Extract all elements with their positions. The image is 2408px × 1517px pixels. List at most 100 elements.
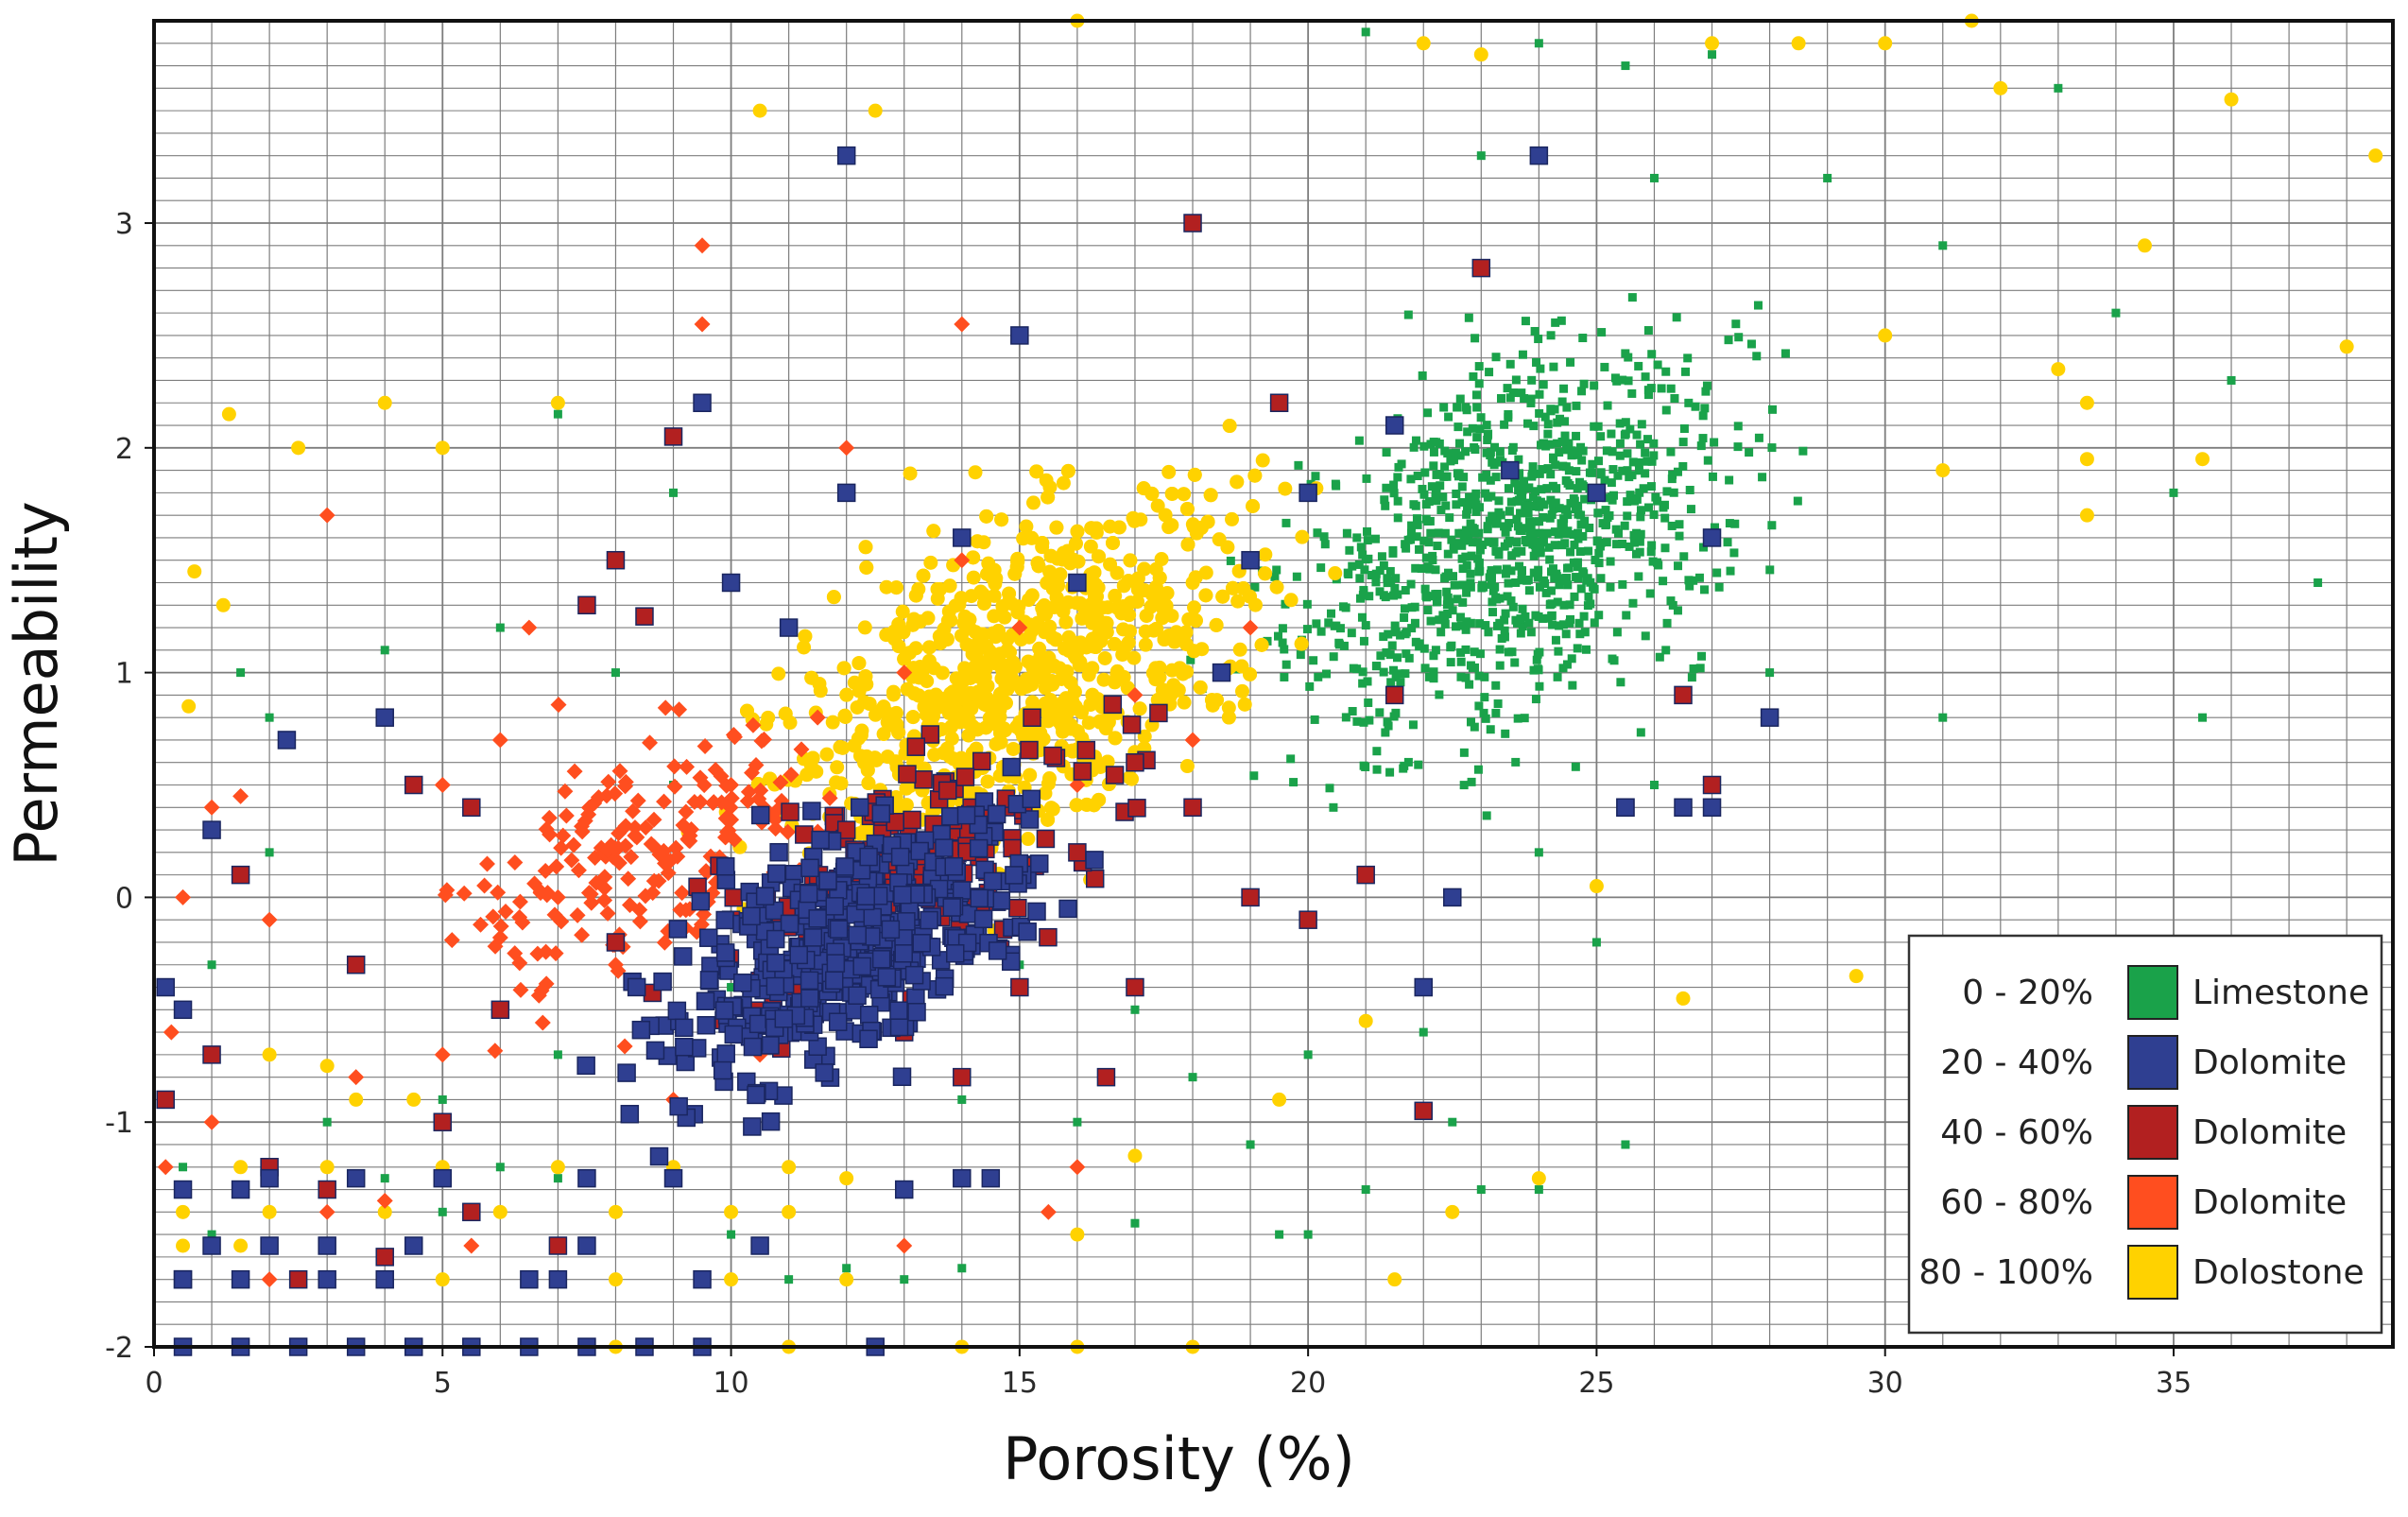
limestone-point <box>1505 536 1514 545</box>
limestone-point <box>1511 757 1521 767</box>
dolomite-diamond-point <box>318 1203 335 1220</box>
limestone-point <box>1493 699 1503 709</box>
dolomite-diamond-point <box>550 697 567 714</box>
dolomite-square-point <box>675 1037 694 1057</box>
dolostone-point <box>963 670 978 685</box>
limestone-point <box>2198 713 2208 722</box>
dolomite-square-point <box>1020 740 1039 760</box>
dolomite-diamond-point <box>261 911 278 928</box>
dolostone-point <box>943 612 958 628</box>
limestone-point <box>1938 713 1948 722</box>
dolostone-point <box>857 620 872 635</box>
dolomite-square-point <box>1043 746 1062 766</box>
limestone-point <box>1348 561 1357 571</box>
dolostone-point <box>944 699 959 715</box>
dolostone-point <box>1108 588 1123 603</box>
dolomite-square-point <box>691 891 711 911</box>
limestone-point <box>1600 362 1609 371</box>
dolomite-diamond-point <box>553 839 570 856</box>
limestone-point <box>1622 611 1631 620</box>
dolostone-point <box>1272 1092 1287 1107</box>
dolomite-diamond-point <box>318 507 335 524</box>
dolomite-diamond-point <box>705 794 722 811</box>
dolostone-point <box>1007 659 1023 674</box>
dolostone-point <box>868 750 883 766</box>
dolostone-point <box>861 776 876 791</box>
dolomite-diamond-point <box>485 908 502 925</box>
dolostone-point <box>1358 1013 1373 1028</box>
dolomite-square-point <box>1002 757 1022 777</box>
limestone-point <box>1574 501 1583 510</box>
limestone-point <box>1618 539 1627 548</box>
limestone-point <box>1558 461 1568 471</box>
limestone-point <box>1400 613 1409 623</box>
limestone-point <box>1596 432 1606 441</box>
limestone-point <box>1440 462 1450 472</box>
limestone-point <box>1390 583 1400 593</box>
limestone-point <box>2111 308 2121 318</box>
dolomite-square-point <box>697 1016 716 1035</box>
limestone-point <box>1608 495 1617 505</box>
limestone-point <box>1563 580 1573 590</box>
dolomite-square-point <box>808 909 827 928</box>
dolostone-point <box>1791 36 1806 51</box>
limestone-point <box>1725 519 1734 528</box>
dolomite-diamond-point <box>660 865 677 882</box>
dolomite-diamond-point <box>767 820 784 837</box>
limestone-point <box>1666 596 1676 606</box>
dolostone-point <box>1161 464 1177 479</box>
dolomite-square-point <box>576 1056 595 1076</box>
limestone-point <box>1339 641 1349 650</box>
dolostone-point <box>1236 581 1251 596</box>
limestone-point <box>1444 568 1453 577</box>
dolomite-square-point <box>1299 483 1317 503</box>
limestone-point <box>1534 335 1543 344</box>
limestone-point <box>1767 443 1777 453</box>
dolomite-square-point <box>202 1236 221 1255</box>
limestone-point <box>1529 551 1539 560</box>
dolomite-diamond-point <box>745 716 762 733</box>
dolostone-point <box>377 395 392 410</box>
limestone-point <box>1591 938 1601 947</box>
dolomite-diamond-point <box>694 237 711 254</box>
dolomite-square-point <box>893 886 912 905</box>
dolomite-square-point <box>903 810 921 830</box>
dolostone-point <box>1204 693 1219 708</box>
limestone-point <box>1461 526 1471 535</box>
limestone-point <box>1553 672 1562 681</box>
dolomite-diamond-point <box>694 316 711 333</box>
limestone-point <box>1516 629 1525 638</box>
dolomite-square-point <box>920 725 940 744</box>
limestone-point <box>1420 468 1430 477</box>
dolostone-point <box>1065 744 1080 759</box>
limestone-point <box>1534 848 1543 857</box>
dolomite-square-point <box>987 804 1006 824</box>
limestone-point <box>1591 556 1600 565</box>
limestone-point <box>1484 429 1493 439</box>
limestone-point <box>1511 375 1521 385</box>
limestone-point <box>1435 690 1444 699</box>
dolostone-point <box>1166 678 1181 693</box>
dolomite-diamond-point <box>487 938 504 955</box>
dolomite-diamond-point <box>896 1237 913 1254</box>
dolostone-point <box>1053 598 1068 613</box>
limestone-point <box>1391 574 1401 583</box>
dolostone-point <box>1283 593 1299 608</box>
limestone-point <box>1448 572 1457 581</box>
dolostone-point <box>1849 969 1864 984</box>
limestone-point <box>1566 547 1575 557</box>
dolomite-square-point <box>904 965 924 985</box>
limestone-point <box>1411 436 1420 445</box>
dolomite-square-point <box>1036 829 1056 849</box>
dolomite-diamond-point <box>563 852 580 869</box>
dolostone-point <box>181 698 197 714</box>
dolostone-point <box>1097 650 1112 665</box>
limestone-point <box>1535 528 1544 538</box>
dolostone-point <box>1106 535 1121 550</box>
dolomite-square-point <box>699 971 719 990</box>
limestone-point <box>1603 401 1612 410</box>
limestone-point <box>1486 475 1495 485</box>
limestone-point <box>1572 401 1581 410</box>
dolomite-square-point <box>173 1180 193 1199</box>
